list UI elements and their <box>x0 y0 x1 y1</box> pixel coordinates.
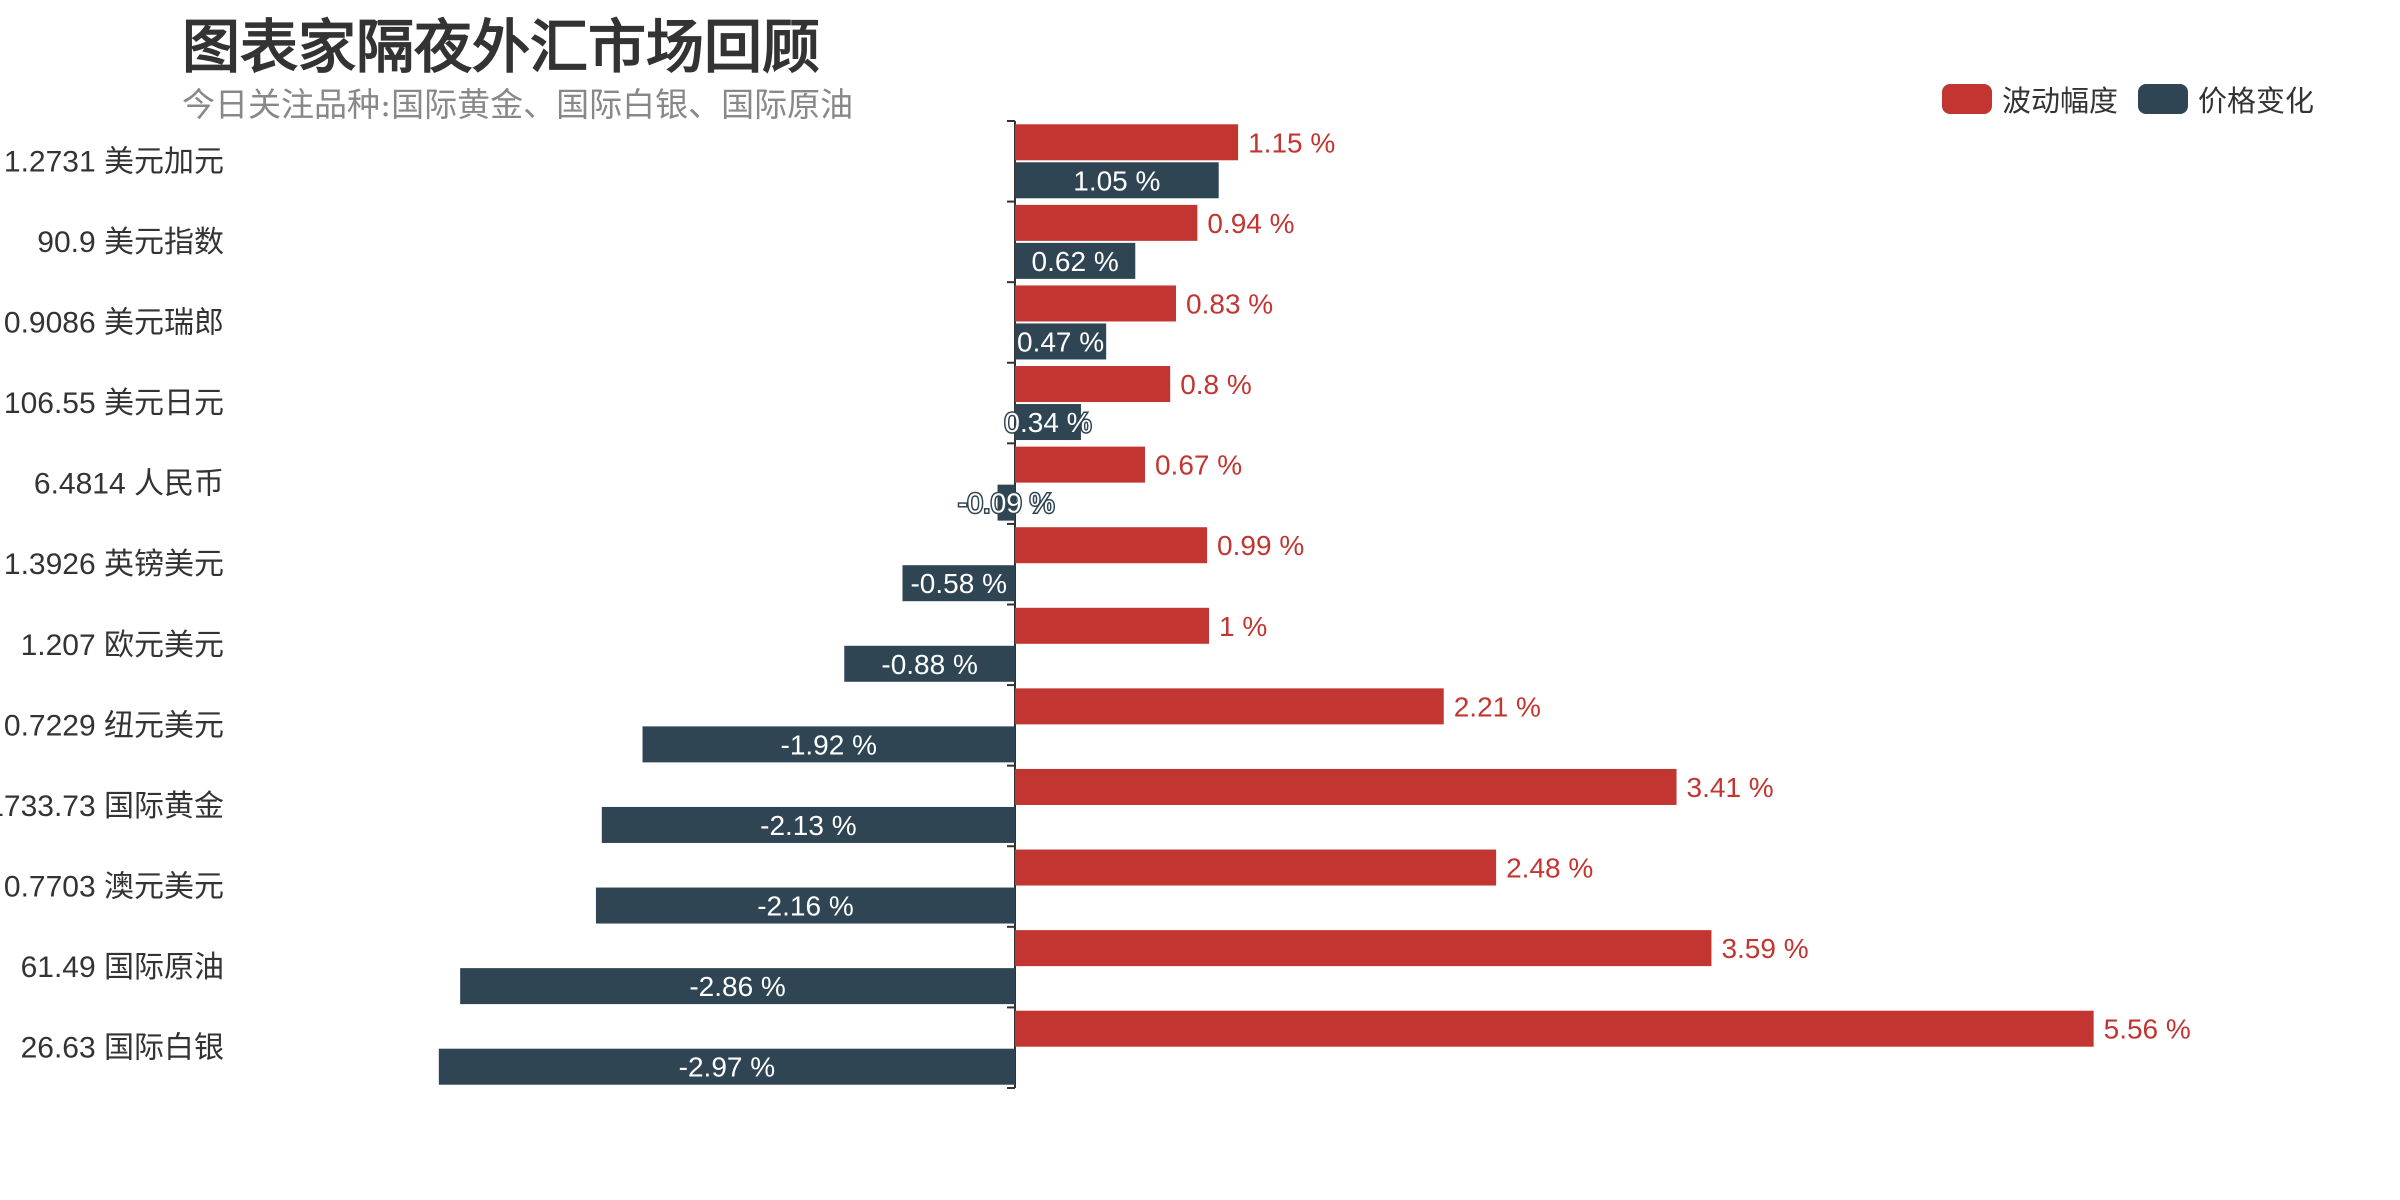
bar-amplitude[interactable] <box>1015 527 1208 564</box>
value-label-change: -2.16 % <box>757 891 854 922</box>
bar-change[interactable] <box>1015 404 1081 441</box>
legend-label-change: 价格变化 <box>2198 84 2315 118</box>
bar-amplitude[interactable] <box>1015 930 1712 967</box>
value-label-change: -1.92 % <box>781 729 878 760</box>
value-label-change: 0.34 % <box>1004 407 1091 438</box>
value-label-amplitude: 2.21 % <box>1454 691 1541 722</box>
bar-change[interactable] <box>997 484 1015 521</box>
value-label-amplitude: 0.94 % <box>1207 208 1294 239</box>
category-label: 0.7703 澳元美元 <box>4 871 224 904</box>
value-label-change: -0.58 % <box>910 568 1007 599</box>
value-label-change: 0.47 % <box>1017 326 1104 357</box>
bar-change[interactable] <box>1015 242 1136 279</box>
bar-change[interactable] <box>1015 162 1219 199</box>
value-label-change: -2.86 % <box>689 971 786 1002</box>
value-label-change: -2.13 % <box>760 810 857 841</box>
bar-amplitude[interactable] <box>1015 1010 2094 1047</box>
category-label: 26.63 国际白银 <box>21 1032 224 1065</box>
category-label: 6.4814 人民币 <box>34 468 224 501</box>
bar-change[interactable] <box>438 1048 1015 1085</box>
bar-amplitude[interactable] <box>1015 285 1177 322</box>
bar-amplitude[interactable] <box>1015 849 1497 886</box>
legend-item-change[interactable]: 价格变化 <box>2138 78 2314 120</box>
value-label-amplitude: 2.48 % <box>1506 853 1593 884</box>
bar-change[interactable] <box>460 968 1015 1005</box>
legend-swatch-amplitude <box>1942 84 1992 114</box>
value-label-change: 1.05 % <box>1073 165 1160 196</box>
value-label-amplitude: 0.99 % <box>1217 530 1304 561</box>
category-label: 1733.73 国际黄金 <box>0 790 224 823</box>
value-label-change: -0.88 % <box>881 649 978 680</box>
bar-amplitude[interactable] <box>1015 768 1677 805</box>
category-label: 1.3926 英镑美元 <box>4 548 224 581</box>
value-label-amplitude: 0.83 % <box>1186 288 1273 319</box>
bar-amplitude[interactable] <box>1015 607 1209 644</box>
bar-amplitude[interactable] <box>1015 446 1145 483</box>
value-label-amplitude: 1.15 % <box>1248 127 1335 158</box>
legend-label-amplitude: 波动幅度 <box>2002 84 2119 118</box>
value-label-change: -2.97 % <box>679 1052 776 1083</box>
value-label-amplitude: 0.67 % <box>1155 450 1242 481</box>
bar-change[interactable] <box>642 726 1015 763</box>
category-label: 1.2731 美元加元 <box>4 145 224 178</box>
category-label: 0.9086 美元瑞郎 <box>4 306 224 339</box>
category-label: 90.9 美元指数 <box>37 226 224 259</box>
category-label: 106.55 美元日元 <box>4 387 224 420</box>
category-label: 1.207 欧元美元 <box>21 629 224 662</box>
bar-amplitude[interactable] <box>1015 204 1198 241</box>
category-label: 0.7229 纽元美元 <box>4 709 224 742</box>
value-label-amplitude: 0.8 % <box>1180 369 1252 400</box>
value-label-amplitude: 1 % <box>1219 611 1267 642</box>
value-label-amplitude: 3.59 % <box>1721 933 1808 964</box>
value-label-change: -0.09 % <box>958 488 1055 519</box>
legend-item-amplitude[interactable]: 波动幅度 <box>1942 78 2118 120</box>
bar-amplitude[interactable] <box>1015 124 1239 161</box>
bar-change[interactable] <box>601 806 1015 843</box>
legend-swatch-change <box>2138 84 2189 114</box>
bar-change[interactable] <box>1015 323 1107 360</box>
chart-subtitle: 今日关注品种:国际黄金、国际白银、国际原油 <box>182 85 854 124</box>
bar-change[interactable] <box>595 887 1015 924</box>
value-label-amplitude: 3.41 % <box>1687 772 1774 803</box>
bar-change[interactable] <box>844 645 1015 682</box>
bar-amplitude[interactable] <box>1015 688 1444 725</box>
value-label-change: 0.62 % <box>1032 246 1119 277</box>
legend: 波动幅度 价格变化 <box>1942 78 2334 120</box>
category-label: 61.49 国际原油 <box>21 951 224 984</box>
value-label-amplitude: 5.56 % <box>2104 1014 2191 1045</box>
bar-amplitude[interactable] <box>1015 366 1171 403</box>
bar-change[interactable] <box>902 565 1015 602</box>
chart-title: 图表家隔夜外汇市场回顾 <box>182 13 821 81</box>
